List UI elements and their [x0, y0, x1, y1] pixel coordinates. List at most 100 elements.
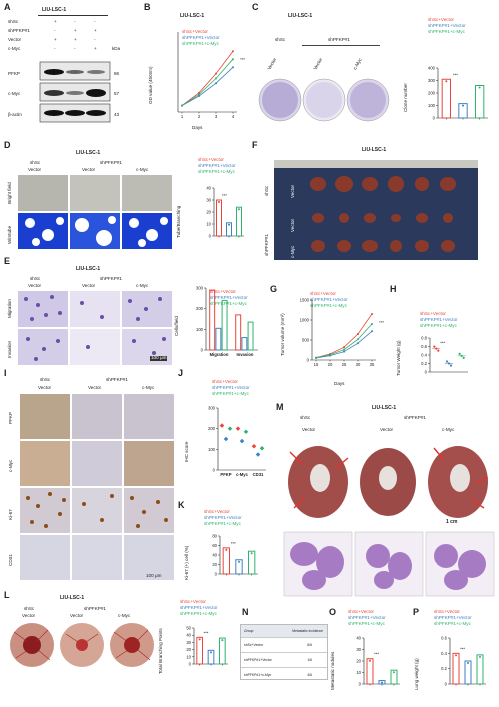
panel-letter-i: I: [4, 368, 7, 378]
panel-a-sign: -: [54, 28, 56, 33]
panel-e-scale-bar: 100 μm: [150, 355, 168, 361]
y-tick-label: 20: [212, 562, 217, 567]
panel-d-group-label: shSc: [30, 160, 41, 165]
y-tick-label: 10: [186, 654, 191, 659]
panel-a-sign: -: [94, 19, 96, 24]
y-tick-label: 0: [215, 572, 218, 577]
panel-a-sign: +: [74, 37, 77, 42]
panel-l-group-label: shSc: [24, 606, 35, 611]
legend-item: shPFKP#1+Vector: [210, 295, 248, 300]
data-point: [343, 350, 345, 353]
data-point: [232, 50, 234, 53]
y-tick-label: 60: [212, 543, 217, 548]
data-point: [479, 655, 481, 658]
panel-letter-k: K: [178, 500, 185, 510]
data-point: [369, 659, 371, 662]
data-point: [445, 80, 448, 83]
y-tick-label: 200: [208, 426, 216, 431]
panel-a-sign: +: [54, 37, 57, 42]
y-tick-label: 0.6: [441, 636, 447, 641]
y-tick-label: 300: [196, 286, 204, 291]
series-line: [315, 323, 373, 359]
series-line: [181, 66, 234, 106]
panel-d-lane-label: Vector: [28, 167, 42, 172]
panel-letter-h: H: [390, 284, 397, 294]
x-tick-label: 3: [215, 114, 218, 119]
panel-a-sign: -: [74, 19, 76, 24]
bar: [248, 550, 256, 575]
bar: [441, 78, 451, 119]
panel-a-band-label: PFKP: [8, 71, 20, 76]
panel-o-ylabel: Metastatic nodules: [330, 651, 335, 690]
y-tick-label: 30: [206, 198, 211, 203]
significance-label: ***: [440, 341, 445, 346]
significance-label: ***: [240, 57, 245, 62]
panel-i-group-label: shPFKP#1: [106, 377, 128, 382]
x-tick-label: 15: [314, 362, 319, 367]
panel-l-lane-label: Vector: [22, 613, 36, 618]
xenograft-tumor-image: [274, 160, 478, 260]
panel-b-xlabel: Days: [192, 125, 203, 130]
legend-item: shSc+Vector: [428, 17, 454, 22]
legend-item: shPFKP#1+c-Myc: [212, 391, 249, 396]
significance-label: ***: [222, 193, 227, 198]
data-point: [238, 560, 240, 563]
panel-h-ylabel: Tumor Weight (g): [396, 340, 401, 376]
data-point: [343, 348, 345, 351]
legend-item: shSc+Vector: [198, 157, 224, 162]
bar: [366, 658, 374, 685]
panel-a-title-line: [38, 15, 108, 16]
panel-b-title: LIU-LSC-1: [180, 13, 205, 19]
y-tick-label: 500: [302, 338, 310, 343]
y-tick-label: 200: [428, 91, 436, 96]
y-tick-label: 0.4: [421, 353, 427, 358]
bar: [222, 547, 230, 575]
data-point: [215, 77, 217, 80]
bar: [209, 289, 216, 351]
panel-letter-b: B: [144, 2, 151, 12]
bar: [221, 299, 228, 351]
metastasis-incidence-table: Group Metastatic incidence shSc+Vector 6…: [240, 624, 328, 680]
legend-item: shPFKP#1+c-Myc: [180, 611, 217, 616]
panel-e-title: LIU-LSC-1: [76, 266, 101, 272]
legend-item: shSc+Vector: [204, 509, 230, 514]
data-point: [223, 436, 229, 442]
significance-label: ***: [460, 646, 465, 651]
data-point: [393, 671, 395, 674]
data-point: [215, 72, 217, 75]
panel-h-scatter-chart: 0 0.2 0.4 0.6 0.8 ***: [421, 336, 468, 375]
data-point: [433, 345, 436, 348]
legend-item: shPFKP#1+Vector: [434, 615, 472, 620]
panel-e-group-label: shPFKP#1: [100, 276, 122, 281]
legend-item: shPFKP#1+Vector: [182, 35, 220, 40]
tube-formation-images: [18, 175, 172, 249]
panel-c-group-label: shPFKP#1: [328, 37, 350, 42]
bar: [196, 636, 204, 665]
bar: [464, 660, 472, 685]
panel-b-ylabel: OD value (450nm): [148, 66, 153, 104]
y-tick-label: 0.2: [441, 666, 447, 671]
y-tick-label: 30: [186, 640, 191, 645]
panel-k-bar-chart: 0 20 40 60 80 ***: [212, 534, 258, 577]
data-point: [343, 346, 345, 349]
data-point: [329, 353, 331, 356]
panel-e-group-label: shSc: [30, 276, 41, 281]
data-point: [198, 93, 200, 96]
panel-e-row-label: Migration: [7, 299, 12, 318]
data-point: [437, 349, 440, 352]
cam-assay-images: [10, 623, 154, 667]
legend-item: shSc+Vector: [348, 609, 374, 614]
data-point: [445, 360, 449, 363]
panel-e-lane-label: Vector: [28, 283, 42, 288]
panel-o-bar-chart: 0 10 20 30 40 ***: [356, 636, 400, 687]
y-tick-label: 0: [307, 358, 310, 363]
panel-m-lane-label: c-Myc: [442, 427, 455, 432]
bar: [476, 654, 484, 685]
legend-item: shSc+Vector: [182, 29, 208, 34]
panel-d-ylabel: Tube/Branching: [176, 205, 181, 238]
data-point: [225, 548, 228, 551]
lung-metastasis-images: [288, 446, 489, 518]
legend-item: shPFKP#1+Vector: [428, 23, 466, 28]
panel-b-line-chart: 1 2 3 4 ***: [177, 32, 245, 119]
bar: [452, 652, 460, 685]
